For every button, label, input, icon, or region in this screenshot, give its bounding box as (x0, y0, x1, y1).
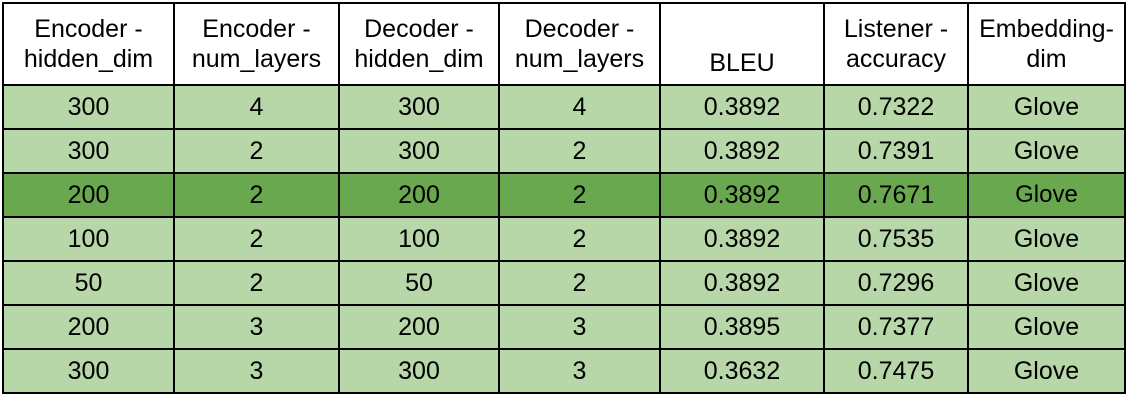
cell-decoder-num-layers: 2 (498, 260, 661, 306)
cell-bleu: 0.3892 (659, 172, 825, 218)
table-row: 200 3 200 3 0.3895 0.7377 Glove (2, 304, 1126, 350)
cell-decoder-num-layers: 2 (498, 172, 661, 218)
header-line: accuracy (845, 45, 947, 73)
header-line: Embedding- (979, 15, 1114, 43)
cell-encoder-num-layers: 4 (173, 84, 340, 130)
cell-encoder-hidden-dim: 300 (2, 84, 175, 130)
table-row: 300 4 300 4 0.3892 0.7322 Glove (2, 84, 1126, 130)
header-line: Encoder - (202, 15, 311, 43)
results-table: Encoder - hidden_dim Encoder - num_layer… (2, 2, 1126, 394)
header-line: hidden_dim (23, 45, 154, 73)
header-encoder-hidden-dim: Encoder - hidden_dim (2, 2, 175, 86)
header-line: BLEU (709, 49, 775, 77)
cell-bleu: 0.3895 (659, 304, 825, 350)
cell-embedding-dim: Glove (967, 172, 1126, 218)
cell-encoder-num-layers: 2 (173, 128, 340, 174)
cell-listener-accuracy: 0.7475 (823, 348, 969, 394)
cell-bleu: 0.3632 (659, 348, 825, 394)
header-line: Encoder - (34, 15, 143, 43)
cell-encoder-hidden-dim: 300 (2, 128, 175, 174)
table-row: 300 3 300 3 0.3632 0.7475 Glove (2, 348, 1126, 394)
header-decoder-num-layers: Decoder - num_layers (498, 2, 661, 86)
table-row: 100 2 100 2 0.3892 0.7535 Glove (2, 216, 1126, 262)
table-row-highlighted: 200 2 200 2 0.3892 0.7671 Glove (2, 172, 1126, 218)
cell-encoder-num-layers: 3 (173, 348, 340, 394)
cell-embedding-dim: Glove (967, 216, 1126, 262)
cell-decoder-num-layers: 2 (498, 128, 661, 174)
cell-encoder-num-layers: 2 (173, 216, 340, 262)
cell-bleu: 0.3892 (659, 128, 825, 174)
header-line: hidden_dim (354, 45, 484, 73)
cell-listener-accuracy: 0.7296 (823, 260, 969, 306)
cell-decoder-num-layers: 3 (498, 348, 661, 394)
cell-encoder-num-layers: 3 (173, 304, 340, 350)
cell-decoder-hidden-dim: 200 (338, 304, 500, 350)
cell-embedding-dim: Glove (967, 304, 1126, 350)
cell-bleu: 0.3892 (659, 84, 825, 130)
cell-encoder-hidden-dim: 300 (2, 348, 175, 394)
cell-decoder-hidden-dim: 300 (338, 84, 500, 130)
header-decoder-hidden-dim: Decoder - hidden_dim (338, 2, 500, 86)
cell-decoder-hidden-dim: 300 (338, 128, 500, 174)
header-bleu: BLEU (659, 2, 825, 86)
cell-embedding-dim: Glove (967, 348, 1126, 394)
header-line: num_layers (514, 45, 645, 73)
cell-listener-accuracy: 0.7535 (823, 216, 969, 262)
cell-encoder-hidden-dim: 50 (2, 260, 175, 306)
cell-listener-accuracy: 0.7671 (823, 172, 969, 218)
cell-encoder-hidden-dim: 200 (2, 304, 175, 350)
cell-embedding-dim: Glove (967, 260, 1126, 306)
table-row: 50 2 50 2 0.3892 0.7296 Glove (2, 260, 1126, 306)
header-embedding-dim: Embedding- dim (967, 2, 1126, 86)
header-line: Decoder - (364, 15, 474, 43)
header-line: Listener - (843, 15, 949, 43)
cell-embedding-dim: Glove (967, 128, 1126, 174)
header-encoder-num-layers: Encoder - num_layers (173, 2, 340, 86)
cell-listener-accuracy: 0.7322 (823, 84, 969, 130)
cell-embedding-dim: Glove (967, 84, 1126, 130)
cell-decoder-hidden-dim: 50 (338, 260, 500, 306)
cell-encoder-num-layers: 2 (173, 260, 340, 306)
cell-decoder-hidden-dim: 200 (338, 172, 500, 218)
cell-encoder-num-layers: 2 (173, 172, 340, 218)
cell-decoder-num-layers: 2 (498, 216, 661, 262)
cell-encoder-hidden-dim: 100 (2, 216, 175, 262)
header-line: Decoder - (524, 15, 635, 43)
cell-decoder-hidden-dim: 300 (338, 348, 500, 394)
header-row: Encoder - hidden_dim Encoder - num_layer… (2, 2, 1126, 86)
cell-bleu: 0.3892 (659, 216, 825, 262)
header-listener-accuracy: Listener - accuracy (823, 2, 969, 86)
cell-listener-accuracy: 0.7391 (823, 128, 969, 174)
header-line: num_layers (191, 45, 322, 73)
cell-encoder-hidden-dim: 200 (2, 172, 175, 218)
cell-bleu: 0.3892 (659, 260, 825, 306)
header-line: dim (1026, 45, 1067, 73)
cell-decoder-num-layers: 4 (498, 84, 661, 130)
cell-decoder-num-layers: 3 (498, 304, 661, 350)
cell-listener-accuracy: 0.7377 (823, 304, 969, 350)
cell-decoder-hidden-dim: 100 (338, 216, 500, 262)
table-row: 300 2 300 2 0.3892 0.7391 Glove (2, 128, 1126, 174)
